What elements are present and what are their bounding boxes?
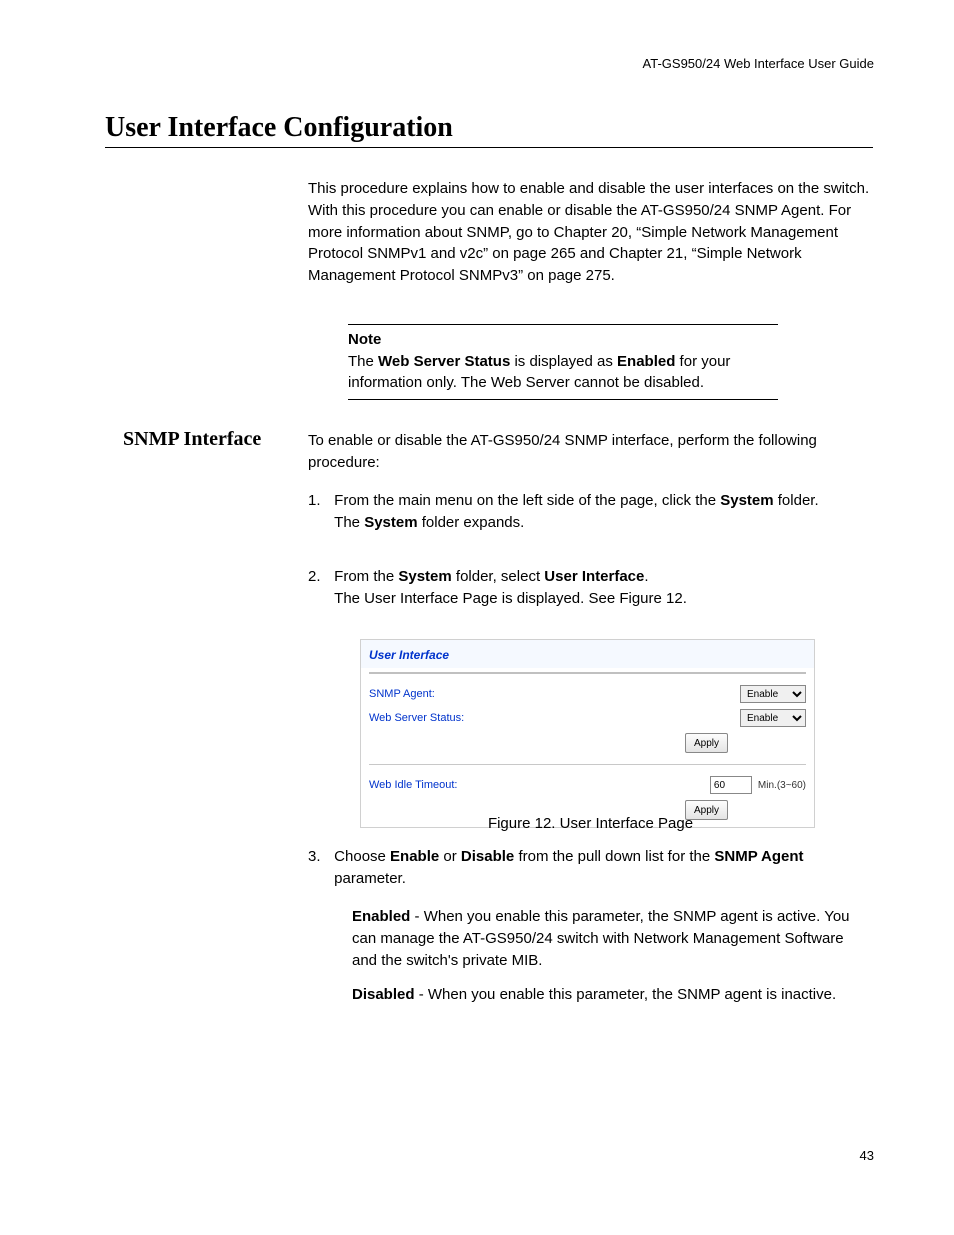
s2l2: The User Interface Page is displayed. Se… bbox=[334, 590, 687, 607]
s3d: Disable bbox=[461, 848, 514, 865]
note-body: The Web Server Status is displayed as En… bbox=[348, 351, 778, 393]
s1l1c: folder. bbox=[774, 492, 819, 509]
figure-section-1: SNMP Agent: Enable Web Server Status: En… bbox=[361, 678, 814, 760]
step-1-num: 1. bbox=[308, 490, 330, 512]
step-2-body: From the System folder, select User Inte… bbox=[334, 566, 869, 610]
apply-row-1: Apply bbox=[369, 730, 806, 756]
figure-title: User Interface bbox=[369, 648, 449, 662]
snmp-agent-select[interactable]: Enable bbox=[740, 685, 806, 703]
s2l1c: folder, select bbox=[452, 568, 545, 585]
step-1: 1. From the main menu on the left side o… bbox=[308, 490, 873, 534]
step-3-num: 3. bbox=[308, 846, 330, 868]
figure-caption: Figure 12. User Interface Page bbox=[308, 815, 873, 832]
disabled-text: - When you enable this parameter, the SN… bbox=[415, 986, 837, 1003]
note-rule-top bbox=[348, 324, 778, 325]
s1l2b: System bbox=[364, 514, 417, 531]
section-label: SNMP Interface bbox=[123, 428, 261, 451]
s2l1a: From the bbox=[334, 568, 398, 585]
step-3-body: Choose Enable or Disable from the pull d… bbox=[334, 846, 869, 890]
title-rule bbox=[105, 147, 873, 148]
figure-12: User Interface SNMP Agent: Enable Web Se… bbox=[360, 639, 815, 828]
page-title: User Interface Configuration bbox=[105, 112, 453, 144]
s2l1b: System bbox=[398, 568, 451, 585]
enabled-desc: Enabled - When you enable this parameter… bbox=[352, 906, 872, 971]
s3b: Enable bbox=[390, 848, 439, 865]
apply-button-1[interactable]: Apply bbox=[685, 733, 728, 753]
s3f: SNMP Agent bbox=[714, 848, 803, 865]
step-1-body: From the main menu on the left side of t… bbox=[334, 490, 869, 534]
enabled-label: Enabled bbox=[352, 908, 410, 925]
snmp-intro: To enable or disable the AT-GS950/24 SNM… bbox=[308, 430, 873, 474]
idle-timeout-label: Web Idle Timeout: bbox=[369, 779, 457, 791]
idle-timeout-input[interactable] bbox=[710, 776, 752, 794]
note-label: Note bbox=[348, 331, 778, 348]
s3a: Choose bbox=[334, 848, 390, 865]
page-number: 43 bbox=[860, 1148, 874, 1163]
disabled-label: Disabled bbox=[352, 986, 415, 1003]
web-server-row: Web Server Status: Enable bbox=[369, 706, 806, 730]
idle-minmax: Min.(3~60) bbox=[758, 780, 806, 791]
figure-rule-2 bbox=[369, 764, 806, 765]
intro-paragraph: This procedure explains how to enable an… bbox=[308, 178, 873, 287]
s3g: parameter. bbox=[334, 870, 406, 887]
s1l1b: System bbox=[720, 492, 773, 509]
note-mid: is displayed as bbox=[510, 353, 617, 370]
note-b2: Enabled bbox=[617, 353, 675, 370]
s1l2a: The bbox=[334, 514, 364, 531]
s2l1e: . bbox=[644, 568, 648, 585]
web-server-label: Web Server Status: bbox=[369, 712, 464, 724]
step-2-num: 2. bbox=[308, 566, 330, 588]
enabled-text: - When you enable this parameter, the SN… bbox=[352, 908, 850, 969]
step-2: 2. From the System folder, select User I… bbox=[308, 566, 873, 610]
note-pre: The bbox=[348, 353, 378, 370]
s3e: from the pull down list for the bbox=[514, 848, 714, 865]
snmp-agent-row: SNMP Agent: Enable bbox=[369, 682, 806, 706]
note-rule-bot bbox=[348, 399, 778, 400]
note-box: Note The Web Server Status is displayed … bbox=[348, 324, 778, 400]
s2l1d: User Interface bbox=[544, 568, 644, 585]
s3c: or bbox=[439, 848, 461, 865]
s1l1a: From the main menu on the left side of t… bbox=[334, 492, 720, 509]
note-b1: Web Server Status bbox=[378, 353, 510, 370]
disabled-desc: Disabled - When you enable this paramete… bbox=[352, 984, 872, 1006]
figure-titlebar: User Interface bbox=[361, 640, 814, 668]
s1l2c: folder expands. bbox=[418, 514, 525, 531]
step-3: 3. Choose Enable or Disable from the pul… bbox=[308, 846, 873, 890]
web-server-select[interactable]: Enable bbox=[740, 709, 806, 727]
snmp-agent-label: SNMP Agent: bbox=[369, 688, 435, 700]
page-header: AT-GS950/24 Web Interface User Guide bbox=[643, 56, 874, 71]
figure-rule-1 bbox=[369, 672, 806, 674]
idle-timeout-row: Web Idle Timeout: Min.(3~60) bbox=[369, 773, 806, 797]
